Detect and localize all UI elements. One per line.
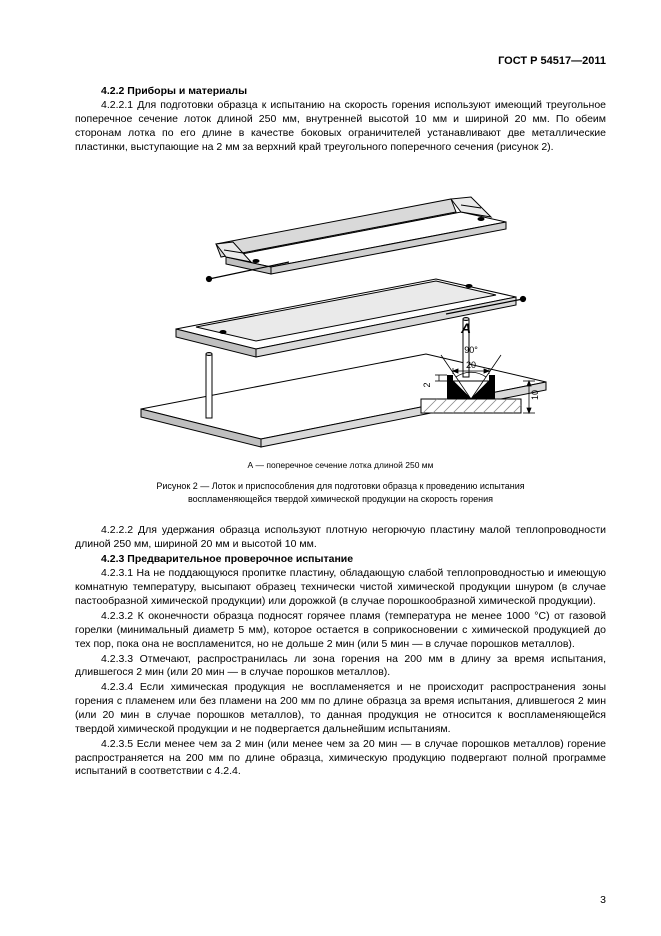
dim-20: 20 <box>465 360 475 370</box>
label-A: А <box>459 320 470 336</box>
para-4-2-3-3: 4.2.3.3 Отмечают, распространилась ли зо… <box>75 653 606 681</box>
figure-caption-a: А — поперечное сечение лотка длиной 250 … <box>75 460 606 470</box>
doc-code: ГОСТ Р 54517—2011 <box>75 55 606 67</box>
figure-svg: А <box>111 164 571 454</box>
figure-caption-line1: Рисунок 2 — Лоток и приспособления для п… <box>156 481 524 491</box>
document-page: ГОСТ Р 54517—2011 4.2.2 Приборы и матери… <box>0 0 661 936</box>
figure-2: А <box>75 164 606 504</box>
para-4-2-3-4: 4.2.3.4 Если химическая продукция не вос… <box>75 681 606 736</box>
dim-10: 10 <box>530 390 540 400</box>
figure-caption-main: Рисунок 2 — Лоток и приспособления для п… <box>75 480 606 504</box>
para-4-2-3-5: 4.2.3.5 Если менее чем за 2 мин (или мен… <box>75 738 606 780</box>
angle-label: 90° <box>464 345 478 355</box>
para-4-2-3-1: 4.2.3.1 На не поддающуюся пропитке пласт… <box>75 567 606 609</box>
para-4-2-2-2: 4.2.2.2 Для удержания образца используют… <box>75 524 606 552</box>
para-4-2-2-1: 4.2.2.1 Для подготовки образца к испытан… <box>75 99 606 154</box>
figure-caption-line2: воспламеняющейся твердой химической прод… <box>188 494 493 504</box>
page-number: 3 <box>600 894 606 906</box>
heading-4-2-3: 4.2.3 Предварительное проверочное испыта… <box>75 553 606 565</box>
dim-2: 2 <box>422 383 432 388</box>
para-4-2-3-2: 4.2.3.2 К оконечности образца подносят г… <box>75 610 606 652</box>
heading-4-2-2: 4.2.2 Приборы и материалы <box>75 85 606 97</box>
